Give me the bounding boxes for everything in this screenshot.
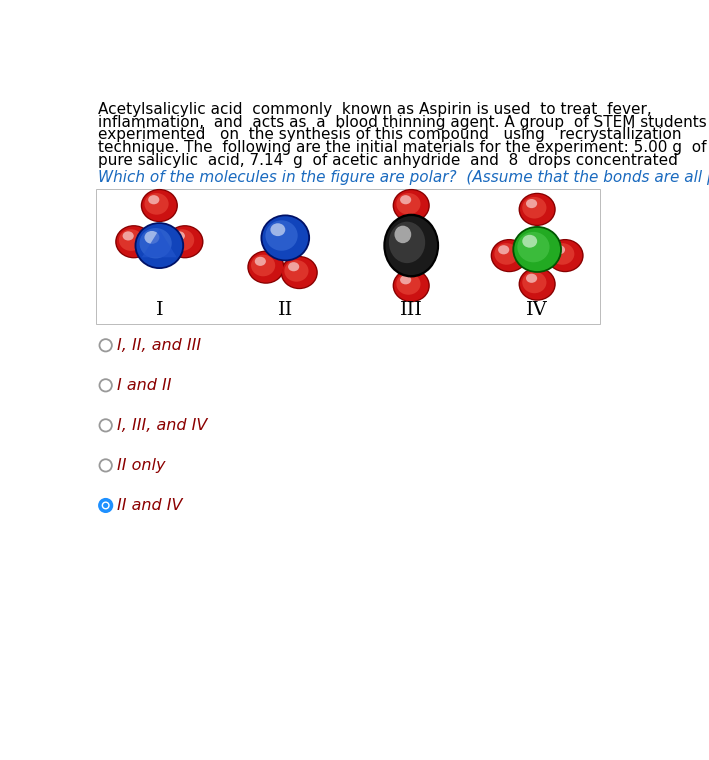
Ellipse shape xyxy=(136,224,182,268)
Text: I, II, and III: I, II, and III xyxy=(117,337,201,353)
Ellipse shape xyxy=(123,231,134,240)
Ellipse shape xyxy=(148,195,160,204)
Ellipse shape xyxy=(116,226,151,257)
Ellipse shape xyxy=(260,214,310,261)
Text: Acetylsalicylic acid  commonly  known as Aspirin is used  to treat  fever,: Acetylsalicylic acid commonly known as A… xyxy=(98,102,652,117)
Ellipse shape xyxy=(550,243,574,264)
Ellipse shape xyxy=(115,225,152,258)
Ellipse shape xyxy=(386,216,437,275)
Ellipse shape xyxy=(396,193,420,214)
Ellipse shape xyxy=(247,251,284,283)
Ellipse shape xyxy=(168,226,202,257)
Text: IV: IV xyxy=(526,301,548,319)
Ellipse shape xyxy=(513,226,562,273)
Ellipse shape xyxy=(396,273,420,295)
Text: technique. The  following are the initial materials for the experiment: 5.00 g  : technique. The following are the initial… xyxy=(98,140,706,155)
Ellipse shape xyxy=(249,252,283,283)
Ellipse shape xyxy=(265,220,298,251)
Ellipse shape xyxy=(523,235,537,248)
Ellipse shape xyxy=(400,275,411,284)
Text: pure salicylic  acid, 7.14  g  of acetic anhydride  and  8  drops concentrated: pure salicylic acid, 7.14 g of acetic an… xyxy=(98,153,678,168)
Ellipse shape xyxy=(494,243,518,264)
Circle shape xyxy=(103,503,108,508)
Circle shape xyxy=(99,420,112,432)
Ellipse shape xyxy=(255,257,266,266)
Text: II and IV: II and IV xyxy=(117,498,183,513)
Ellipse shape xyxy=(394,271,428,301)
Ellipse shape xyxy=(518,232,549,262)
Text: III: III xyxy=(400,301,423,319)
Text: I, III, and IV: I, III, and IV xyxy=(117,418,208,433)
Circle shape xyxy=(99,499,112,511)
Ellipse shape xyxy=(384,214,439,277)
Circle shape xyxy=(99,339,112,351)
Ellipse shape xyxy=(119,230,143,251)
Text: experimented   on  the synthesis of this compound   using   recrystallization: experimented on the synthesis of this co… xyxy=(98,128,681,142)
Circle shape xyxy=(99,459,112,471)
Text: II: II xyxy=(278,301,293,319)
Circle shape xyxy=(99,379,112,391)
Text: Which of the molecules in the figure are polar?  (Assume that the bonds are all : Which of the molecules in the figure are… xyxy=(98,170,709,185)
Ellipse shape xyxy=(526,199,537,208)
Ellipse shape xyxy=(393,269,430,302)
Ellipse shape xyxy=(140,228,172,258)
Ellipse shape xyxy=(167,225,203,258)
Ellipse shape xyxy=(145,193,169,214)
Ellipse shape xyxy=(520,269,554,299)
Ellipse shape xyxy=(498,245,509,255)
Ellipse shape xyxy=(547,239,584,272)
Text: II only: II only xyxy=(117,458,166,473)
Ellipse shape xyxy=(400,195,411,204)
Ellipse shape xyxy=(491,239,528,272)
Ellipse shape xyxy=(262,217,308,259)
Ellipse shape xyxy=(288,262,299,271)
Ellipse shape xyxy=(492,240,527,271)
Ellipse shape xyxy=(282,257,316,288)
Ellipse shape xyxy=(523,197,547,219)
Ellipse shape xyxy=(394,190,428,221)
Ellipse shape xyxy=(251,255,275,277)
Ellipse shape xyxy=(394,226,411,243)
Ellipse shape xyxy=(284,260,308,282)
Ellipse shape xyxy=(135,222,184,269)
Ellipse shape xyxy=(170,230,194,251)
Ellipse shape xyxy=(548,240,582,271)
Ellipse shape xyxy=(270,223,285,236)
Text: I and II: I and II xyxy=(117,378,172,393)
Text: I: I xyxy=(155,301,163,319)
Circle shape xyxy=(101,502,110,509)
Ellipse shape xyxy=(393,189,430,222)
Ellipse shape xyxy=(389,222,425,263)
Ellipse shape xyxy=(281,256,318,289)
Ellipse shape xyxy=(174,231,185,240)
Ellipse shape xyxy=(526,274,537,283)
Ellipse shape xyxy=(520,194,554,225)
Ellipse shape xyxy=(142,190,177,221)
Ellipse shape xyxy=(518,193,556,226)
Bar xyxy=(96,189,600,324)
Ellipse shape xyxy=(554,245,565,255)
Ellipse shape xyxy=(523,271,547,293)
Ellipse shape xyxy=(514,228,560,271)
Ellipse shape xyxy=(141,189,178,222)
Text: inflammation,  and  acts as  a  blood thinning agent. A group  of STEM students: inflammation, and acts as a blood thinni… xyxy=(98,115,707,130)
Ellipse shape xyxy=(518,268,556,301)
Polygon shape xyxy=(142,230,177,258)
Ellipse shape xyxy=(145,231,160,244)
